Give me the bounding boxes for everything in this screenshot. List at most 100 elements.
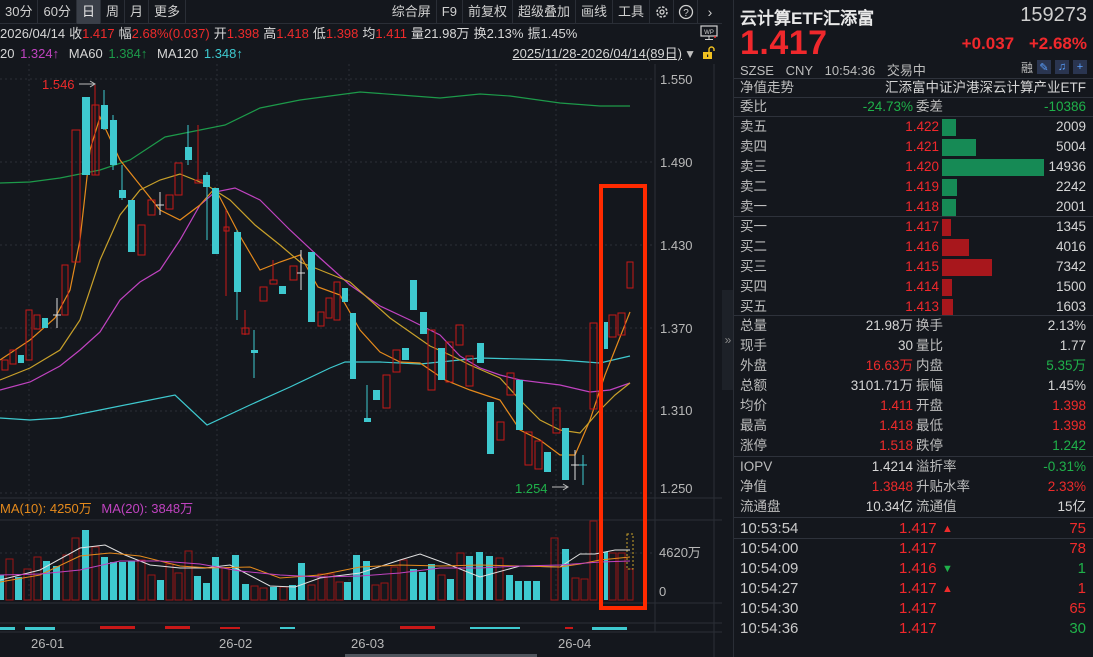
stat-label: 流通值 <box>916 499 957 514</box>
vol-value: 21.98万 <box>424 26 470 41</box>
tick-price: 1.416 <box>899 560 937 577</box>
open-value: 1.398 <box>226 26 260 41</box>
ma-info-row: 20 1.324↑ MA60 1.384↑ MA120 1.348↑ <box>0 44 722 64</box>
bid-row[interactable]: 买四 1.414 1500 <box>734 277 1093 297</box>
ask-row[interactable]: 卖五 1.422 2009 <box>734 117 1093 137</box>
tick-row[interactable]: 10:54:36 1.417 30 <box>734 619 1093 639</box>
stat-label: 最低 <box>916 418 943 433</box>
stat-label: 总量 <box>740 318 767 333</box>
period-30min[interactable]: 30分 <box>0 0 39 24</box>
bid-volume-bar <box>942 299 953 316</box>
bid-volume: 1500 <box>1055 279 1086 294</box>
weibi-value: -24.73% <box>862 99 913 114</box>
nav-trend-row[interactable]: 净值走势 汇添富中证沪港深云计算产业ETF <box>734 78 1093 98</box>
stat-row: 外盘 16.63万 内盘 5.35万 <box>734 356 1093 376</box>
ask-level-label: 卖一 <box>740 199 767 214</box>
ma20-label: 20 <box>0 46 15 61</box>
plus-icon[interactable]: + <box>1073 60 1087 74</box>
ma120-value: 1.348↑ <box>203 46 243 61</box>
tick-row[interactable]: 10:54:27 1.417 ▲ 1 <box>734 579 1093 599</box>
change-value: +0.037 <box>961 34 1015 53</box>
bid-row[interactable]: 买二 1.416 4016 <box>734 237 1093 257</box>
panel-collapse-toggle[interactable]: » <box>722 290 734 390</box>
chart-scrollbar[interactable] <box>345 654 537 657</box>
tick-volume: 75 <box>1069 520 1086 537</box>
ask-row[interactable]: 卖四 1.421 5004 <box>734 137 1093 157</box>
date-range-selector[interactable]: 2025/11/28-2026/04/14(89日) <box>512 46 682 61</box>
forward-adjust-button[interactable]: 前复权 <box>463 0 513 24</box>
chevron-right-icon[interactable]: › <box>707 3 713 20</box>
period-month[interactable]: 月 <box>125 0 149 24</box>
tick-row[interactable]: 10:54:30 1.417 65 <box>734 599 1093 619</box>
ask-volume-bar <box>942 199 956 216</box>
stat-value: 1.398 <box>1052 418 1086 433</box>
info-date: 2026/04/14 <box>0 26 66 41</box>
tick-row[interactable]: 10:54:09 1.416 ▼ 1 <box>734 559 1093 579</box>
tick-row[interactable]: 10:54:00 1.417 78 <box>734 539 1093 559</box>
ma20-value: 1.324↑ <box>20 46 60 61</box>
stat-value: 30 <box>897 338 913 353</box>
last-price: 1.417 <box>740 24 828 62</box>
stat-row: 总量 21.98万 换手 2.13% <box>734 316 1093 336</box>
help-icon[interactable]: ? <box>674 0 698 24</box>
kline-chart-area[interactable]: 30分 60分 日 周 月 更多 综合屏 F9 前复权 超级叠加 画线 工具 ?… <box>0 0 722 657</box>
tick-row[interactable]: 10:53:54 1.417 ▲ 75 <box>734 519 1093 539</box>
bid-price: 1.416 <box>905 239 939 254</box>
composite-screen-button[interactable]: 综合屏 <box>387 0 437 24</box>
bid-volume: 1603 <box>1055 299 1086 314</box>
super-overlay-button[interactable]: 超级叠加 <box>513 0 576 24</box>
candlesticks <box>1 85 634 485</box>
triangle-down-icon[interactable]: ▼ <box>684 47 696 61</box>
ask-row[interactable]: 卖一 1.418 2001 <box>734 197 1093 217</box>
wp-monitor-icon[interactable]: WP <box>700 25 718 41</box>
stat-value: 3101.71万 <box>850 378 913 393</box>
margin-trading-icon[interactable]: 融 <box>1020 60 1033 75</box>
tools-button[interactable]: 工具 <box>613 0 650 24</box>
bid-row[interactable]: 买五 1.413 1603 <box>734 297 1093 317</box>
period-more[interactable]: 更多 <box>149 0 186 24</box>
ask-row[interactable]: 卖三 1.420 14936 <box>734 157 1093 177</box>
change-pct: +2.68% <box>1028 34 1087 53</box>
bid-row[interactable]: 买三 1.415 7342 <box>734 257 1093 277</box>
draw-line-button[interactable]: 画线 <box>576 0 613 24</box>
price-axis-1310: 1.310 <box>660 403 693 418</box>
stat-value: 10.34亿 <box>865 499 913 514</box>
stat-label: 现手 <box>740 338 767 353</box>
bid-level-label: 买一 <box>740 219 767 234</box>
security-code: 159273 <box>1020 4 1087 26</box>
stat-label: 换手 <box>916 318 943 333</box>
tick-price: 1.417 <box>899 540 937 557</box>
stat-value: 1.411 <box>880 398 913 413</box>
unlock-icon[interactable] <box>702 46 716 60</box>
ask-level-label: 卖三 <box>740 159 767 174</box>
period-60min[interactable]: 60分 <box>38 0 77 24</box>
ask-level-label: 卖二 <box>740 179 767 194</box>
ask-volume-bar <box>942 179 957 196</box>
vol-ma20-label: MA(20): 3848万 <box>101 501 194 516</box>
gear-icon[interactable] <box>650 0 674 24</box>
stat-label: 内盘 <box>916 358 943 373</box>
stat-label: 涨停 <box>740 438 767 453</box>
arrow-up-icon: ▲ <box>942 583 953 595</box>
period-week[interactable]: 周 <box>101 0 125 24</box>
range-value: 2.68%(0.037) <box>131 26 210 41</box>
stat-label: 溢折率 <box>916 459 957 474</box>
stat-row: 流通盘 10.34亿 流通值 15亿 <box>734 497 1093 517</box>
x-axis-2602: 26-02 <box>219 636 252 651</box>
edit-icon[interactable]: ✎ <box>1037 60 1051 74</box>
bell-icon[interactable]: ♫ <box>1055 60 1069 74</box>
ask-price: 1.421 <box>905 139 939 154</box>
ask-row[interactable]: 卖二 1.419 2242 <box>734 177 1093 197</box>
stat-row: 最高 1.418 最低 1.398 <box>734 416 1093 436</box>
period-day[interactable]: 日 <box>76 0 101 24</box>
bid-level-label: 买三 <box>740 259 767 274</box>
stat-label: 净值 <box>740 479 767 494</box>
tick-volume: 65 <box>1069 600 1086 617</box>
f9-button[interactable]: F9 <box>437 0 463 24</box>
market-meta: SZSE CNY 10:54:36 交易中 <box>740 60 934 79</box>
bid-row[interactable]: 买一 1.417 1345 <box>734 217 1093 237</box>
ask-volume: 2242 <box>1055 179 1086 194</box>
weicha-value: -10386 <box>1043 99 1086 114</box>
kline-svg[interactable]: 1.550 1.490 1.430 1.370 1.310 1.250 1.54… <box>0 64 722 657</box>
nav-trend-label[interactable]: 净值走势 <box>740 80 794 95</box>
